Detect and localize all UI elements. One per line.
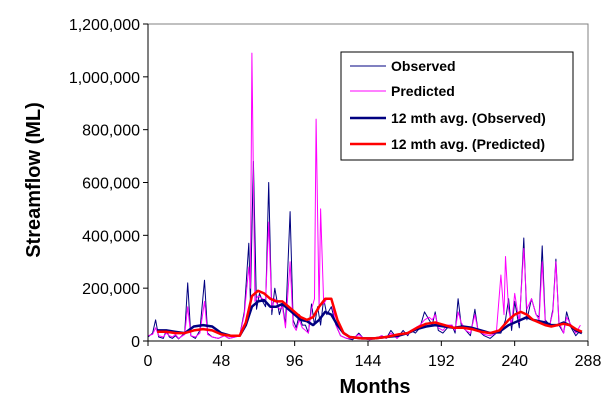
legend-label-predicted: Predicted [391,83,455,99]
legend-label-avg-predicted: 12 mth avg. (Predicted) [391,136,545,152]
legend-box [340,51,574,161]
x-tick-label-1: 48 [212,353,230,370]
legend-label-observed: Observed [391,58,456,74]
x-tick-label-4: 192 [428,353,455,370]
series-layer [147,52,583,341]
x-tick-label-6: 288 [575,353,602,370]
x-tick-label-0: 0 [144,353,153,370]
series-line-1 [147,52,581,341]
x-axis-title: Months [339,376,410,398]
y-tick-label-2: 400,000 [82,228,140,245]
x-tick-label-5: 240 [501,353,528,370]
legend-label-avg-observed: 12 mth avg. (Observed) [391,110,546,126]
x-tick-label-2: 96 [286,353,304,370]
series-line-3 [157,289,583,340]
legend: Observed Predicted 12 mth avg. (Observed… [340,51,574,161]
y-tick-label-1: 200,000 [82,281,140,298]
x-tick-label-3: 144 [355,353,382,370]
y-tick-label-0: 0 [131,334,140,351]
y-axis-title: Streamflow (ML) [23,102,45,258]
y-tick-label-5: 1,000,000 [69,70,140,87]
y-tick-label-3: 600,000 [82,176,140,193]
ticks-layer: 0 48 96 144 192 240 288 0 200,000 400,000 600,000 8… [69,17,602,370]
y-tick-label-6: 1,200,000 [69,17,140,34]
y-tick-label-4: 800,000 [82,123,140,140]
